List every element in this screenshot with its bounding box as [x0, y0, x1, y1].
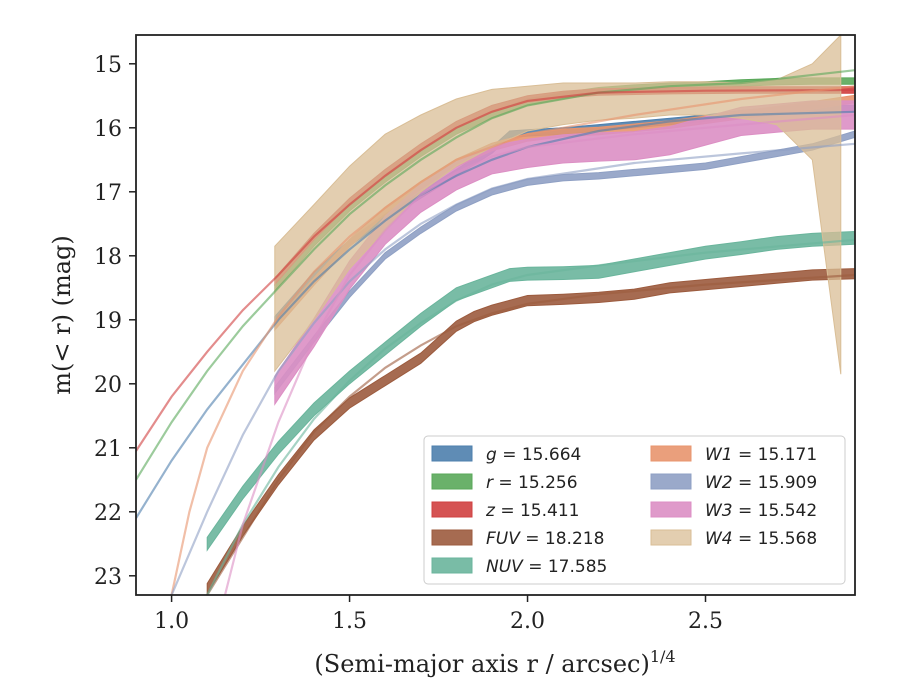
- legend-swatch-z: [431, 501, 473, 518]
- legend-label-g: g = 15.664: [486, 445, 581, 465]
- legend-label-W3: W3 = 15.542: [705, 501, 817, 521]
- legend-swatch-W1: [650, 445, 692, 462]
- y-tick-label: 22: [94, 501, 122, 526]
- y-tick-label: 23: [94, 565, 122, 590]
- y-axis-label: m(< r) (mag): [48, 235, 76, 394]
- legend-label-r: r = 15.256: [486, 473, 578, 493]
- legend-swatch-FUV: [431, 529, 473, 546]
- band-NUV: [206, 230, 855, 552]
- legend-label-W4: W4 = 15.568: [705, 529, 817, 549]
- x-axis: 1.0 1.5 2.0 2.5: [154, 595, 723, 634]
- model-line-W1: [170, 85, 855, 595]
- legend-label-z: z = 15.411: [485, 501, 579, 521]
- y-tick-label: 18: [94, 245, 122, 270]
- legend-box: [423, 435, 846, 585]
- legend-label-W2: W2 = 15.909: [705, 473, 817, 493]
- model-line-z: [136, 88, 855, 452]
- y-tick-label: 19: [94, 309, 122, 334]
- model-line-NUV: [206, 238, 855, 595]
- model-line-W3: [223, 113, 855, 595]
- legend-label-NUV: NUV = 17.585: [486, 557, 607, 577]
- model-line-FUV: [206, 273, 855, 595]
- x-tick-label: 1.0: [154, 609, 189, 634]
- x-tick-label: 2.5: [688, 609, 723, 634]
- model-curves: [136, 69, 855, 595]
- legend-swatch-g: [431, 445, 473, 462]
- band-W4: [274, 35, 842, 375]
- legend: g = 15.664 r = 15.256 z = 15.411 FUV = 18.2…: [423, 435, 846, 585]
- legend-swatch-W2: [650, 473, 692, 490]
- plot-frame: [135, 34, 856, 596]
- model-line-W2: [170, 142, 855, 595]
- x-axis-label: (Semi-major axis r / arcsec)1/4: [314, 647, 675, 678]
- model-line-r: [136, 69, 855, 481]
- legend-swatch-W3: [650, 501, 692, 518]
- x-tick-label: 1.5: [332, 609, 367, 634]
- y-axis: 15 16 17 18 19 20 21 22 23: [94, 53, 136, 590]
- y-tick-label: 17: [94, 181, 122, 206]
- y-tick-label: 16: [94, 117, 122, 142]
- y-tick-label: 21: [94, 437, 122, 462]
- legend-swatch-W4: [650, 529, 692, 546]
- legend-label-FUV: FUV = 18.218: [486, 529, 604, 549]
- legend-swatch-r: [431, 473, 473, 490]
- x-tick-label: 2.0: [510, 609, 545, 634]
- legend-swatch-NUV: [431, 557, 473, 574]
- legend-label-W1: W1 = 15.171: [705, 445, 817, 465]
- y-tick-label: 15: [94, 53, 122, 78]
- y-tick-label: 20: [94, 373, 122, 398]
- model-line-g: [136, 110, 855, 519]
